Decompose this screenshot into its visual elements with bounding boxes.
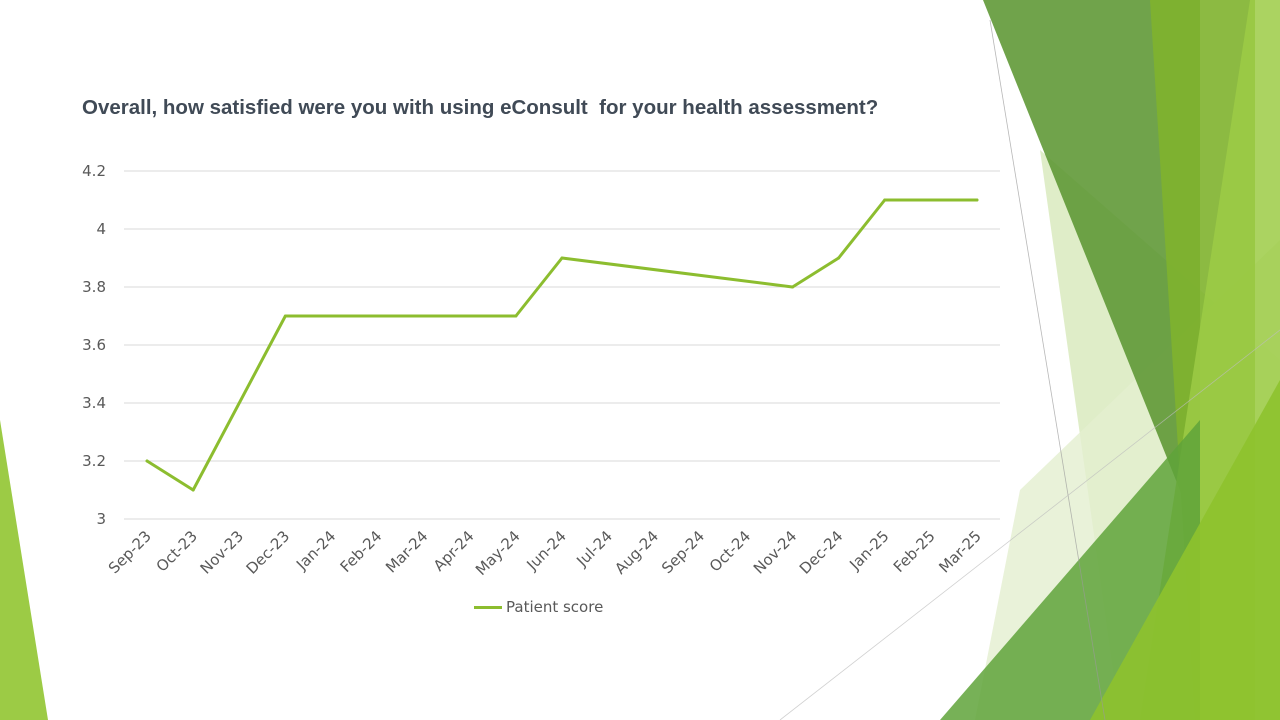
y-tick-label: 3.4: [82, 394, 106, 412]
decor-line-2: [779, 329, 1280, 720]
y-tick-label: 4: [96, 220, 106, 238]
chart-title: Overall, how satisfied were you with usi…: [82, 96, 879, 119]
data-point: [191, 488, 195, 492]
x-tick-label: Sep-24: [658, 527, 708, 577]
data-point: [837, 256, 841, 260]
x-tick-label: Nov-24: [750, 527, 800, 577]
x-tick-label: Dec-24: [796, 527, 847, 578]
x-tick-label: Jan-25: [845, 527, 892, 574]
x-tick-label: Nov-23: [197, 527, 247, 577]
x-tick-label: Jun-24: [522, 527, 569, 574]
x-tick-label: Oct-23: [153, 527, 201, 575]
data-point: [883, 198, 887, 202]
data-point: [514, 314, 518, 318]
y-tick-label: 3: [96, 510, 106, 528]
decor-facet-bottom-right: [1090, 380, 1280, 720]
x-tick-label: Feb-25: [890, 527, 939, 576]
x-tick-label: Aug-24: [611, 527, 662, 578]
legend-label: Patient score: [506, 598, 604, 616]
data-point: [560, 256, 564, 260]
x-tick-label: Mar-24: [382, 527, 431, 576]
data-point: [145, 459, 149, 463]
y-tick-label: 3.6: [82, 336, 106, 354]
x-tick-label: Apr-24: [430, 527, 478, 575]
gridlines: [124, 170, 1000, 520]
x-tick-label: Mar-25: [935, 527, 984, 576]
legend-swatch: [474, 605, 502, 609]
y-tick-label: 3.8: [82, 278, 106, 296]
data-point: [283, 314, 287, 318]
x-tick-label: Oct-24: [706, 527, 754, 575]
y-tick-label: 4.2: [82, 162, 106, 180]
x-tick-label: Dec-23: [243, 527, 294, 578]
plot-area: [145, 198, 979, 492]
x-tick-label: Jan-24: [292, 527, 339, 574]
x-tick-label: Jul-24: [572, 527, 616, 571]
x-tick-label: Sep-23: [105, 527, 155, 577]
decor-facet-dark: [983, 0, 1200, 540]
legend: Patient score: [474, 598, 603, 616]
decor-line-1: [989, 19, 1106, 720]
x-tick-label: Feb-24: [337, 527, 386, 576]
data-point: [791, 285, 795, 289]
x-tick-label: May-24: [472, 527, 524, 579]
decor-facet-left: [0, 420, 48, 720]
data-point: [975, 198, 979, 202]
y-tick-label: 3.2: [82, 452, 106, 470]
y-axis: 3 3.2 3.4 3.6 3.8 4 4.2: [82, 162, 106, 528]
